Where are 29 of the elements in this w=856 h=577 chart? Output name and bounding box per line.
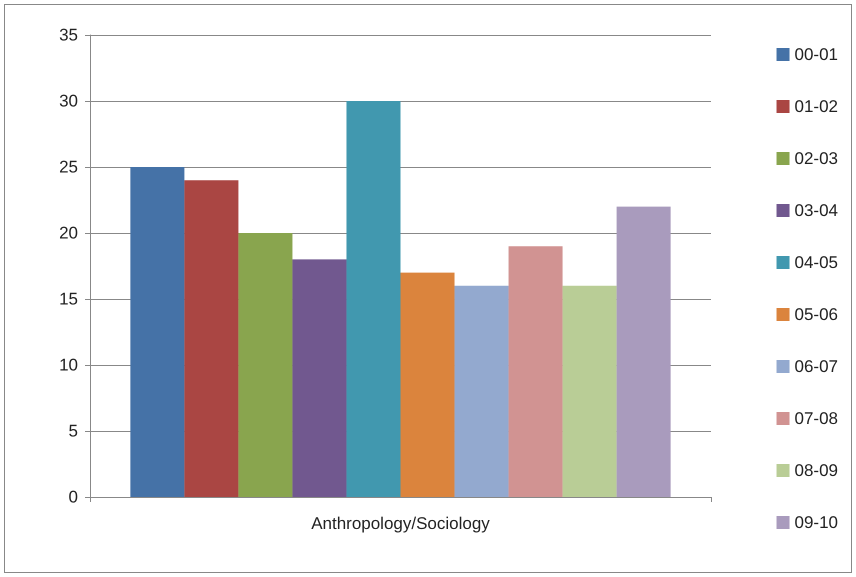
legend-label: 08-09 (794, 461, 838, 480)
y-tick-label: 10 (59, 356, 78, 374)
legend-label: 00-01 (794, 45, 838, 64)
bar (616, 206, 671, 497)
legend-label: 05-06 (794, 305, 838, 324)
y-tick-label: 35 (59, 26, 78, 44)
y-tick-label: 30 (59, 92, 78, 110)
bar (184, 180, 238, 497)
bar (130, 167, 184, 497)
legend-label: 03-04 (794, 201, 838, 220)
bar (346, 101, 400, 497)
legend-label: 04-05 (794, 253, 838, 272)
bar (292, 259, 346, 497)
bar (562, 286, 617, 497)
legend-label: 01-02 (794, 97, 838, 116)
bar (400, 272, 455, 497)
y-tick-label: 15 (59, 290, 78, 308)
bar (238, 233, 292, 497)
legend-label: 02-03 (794, 149, 838, 168)
legend-label: 07-08 (794, 409, 838, 428)
legend-label: 06-07 (794, 357, 838, 376)
legend-label: 09-10 (794, 513, 838, 532)
y-tick-label: 25 (59, 158, 78, 176)
bar (454, 286, 509, 497)
y-tick-label: 20 (59, 224, 78, 242)
bar (508, 246, 563, 497)
y-tick-label: 5 (68, 422, 78, 440)
y-tick-label: 0 (68, 488, 78, 506)
x-tick-label: Anthropology/Sociology (311, 514, 490, 533)
